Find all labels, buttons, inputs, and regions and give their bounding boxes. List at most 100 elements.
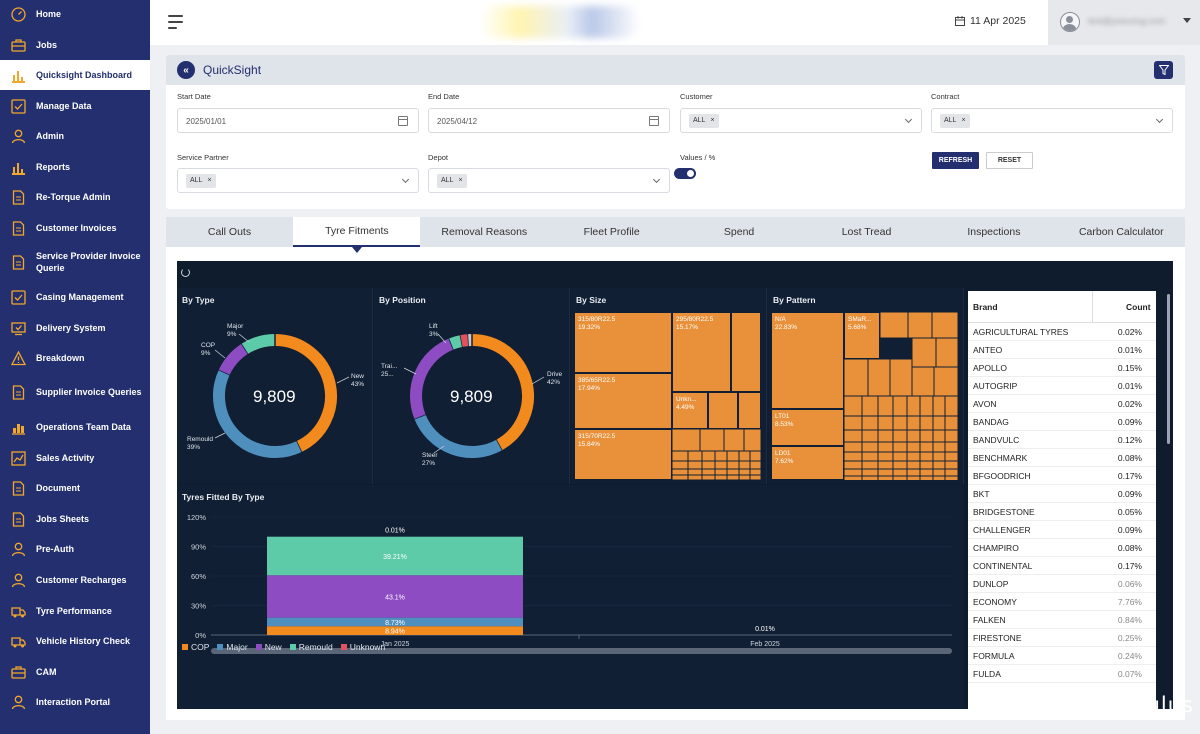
treemap-tile[interactable] (906, 415, 921, 431)
treemap-tile[interactable] (687, 450, 703, 462)
treemap-tile[interactable] (731, 312, 761, 392)
chip-remove-icon[interactable]: × (207, 177, 212, 184)
treemap-tile[interactable] (861, 468, 879, 477)
treemap-tile[interactable] (944, 441, 958, 453)
treemap-tile[interactable] (861, 441, 879, 453)
table-row[interactable]: AUTOGRIP 0.01% (968, 377, 1156, 395)
treemap-tile[interactable] (726, 460, 740, 470)
treemap-tile[interactable] (877, 460, 894, 470)
sidebar-item-customer-invoices[interactable]: Customer Invoices (0, 214, 150, 242)
treemap-tile[interactable] (861, 460, 879, 470)
treemap-tile[interactable] (861, 415, 879, 431)
sidebar-item-customer-recharges[interactable]: Customer Recharges (0, 566, 150, 594)
treemap-tile[interactable] (749, 460, 761, 470)
treemap-tile[interactable] (708, 392, 738, 429)
table-row[interactable]: BENCHMARK 0.08% (968, 449, 1156, 467)
sidebar-item-breakdown[interactable]: Breakdown (0, 344, 150, 372)
table-row[interactable]: FIRESTONE 0.25% (968, 629, 1156, 647)
donut-slice[interactable] (460, 334, 469, 347)
treemap-tile[interactable] (932, 429, 946, 443)
count-column-header[interactable]: Count (1126, 302, 1151, 312)
table-row[interactable]: ANTEO 0.01% (968, 341, 1156, 359)
treemap-tile[interactable] (877, 441, 894, 453)
treemap-tile[interactable] (932, 468, 946, 477)
treemap-tile[interactable] (672, 474, 689, 480)
customer-select[interactable]: ALL × (680, 108, 922, 133)
tab-inspections[interactable]: Inspections (967, 226, 1021, 238)
treemap-tile[interactable] (672, 450, 689, 462)
treemap-tile[interactable] (932, 451, 946, 462)
chevron-down-icon[interactable] (401, 175, 410, 184)
treemap-tile[interactable] (944, 395, 958, 417)
brand-column-header[interactable]: Brand (973, 302, 998, 312)
donut-slice[interactable] (213, 369, 302, 458)
treemap-tile[interactable] (672, 468, 689, 476)
treemap-tile[interactable] (919, 475, 934, 480)
treemap-tile[interactable] (919, 460, 934, 470)
table-row[interactable]: FALKEN 0.84% (968, 611, 1156, 629)
treemap-tile[interactable] (932, 460, 946, 470)
bar-segment-new[interactable] (267, 575, 523, 618)
treemap-tile[interactable] (919, 441, 934, 453)
start-date-field[interactable]: 2025/01/01 (177, 108, 419, 133)
treemap-tile[interactable]: 315/70R22.5 15.84% (574, 429, 672, 480)
treemap-tile[interactable] (906, 429, 921, 443)
treemap-tile[interactable] (879, 312, 909, 339)
tab-lost-tread[interactable]: Lost Tread (841, 226, 892, 238)
treemap-tile[interactable] (906, 460, 921, 470)
treemap-tile[interactable]: Unkn... 4.49% (672, 392, 708, 429)
chevron-down-icon[interactable] (1155, 115, 1164, 124)
treemap-tile[interactable] (877, 468, 894, 477)
treemap-tile[interactable]: N/A 22.83% (771, 312, 844, 409)
treemap-tile[interactable] (726, 450, 740, 462)
treemap-tile[interactable] (844, 460, 863, 470)
treemap-tile[interactable]: 295/80R22.5 15.17% (672, 312, 731, 392)
treemap-tile[interactable] (892, 460, 908, 470)
treemap-tile[interactable] (892, 415, 908, 431)
treemap-tile[interactable] (714, 460, 728, 470)
refresh-button[interactable]: REFRESH (932, 152, 979, 169)
calendar-icon[interactable] (649, 116, 659, 126)
treemap-tile[interactable] (701, 468, 716, 476)
treemap-tile[interactable] (714, 450, 728, 462)
treemap-tile[interactable] (932, 441, 946, 453)
chevron-down-icon[interactable] (652, 175, 661, 184)
tab-fleet-profile[interactable]: Fleet Profile (583, 226, 640, 238)
table-row[interactable]: APOLLO 0.15% (968, 359, 1156, 377)
treemap-tile[interactable] (861, 475, 879, 480)
treemap-tile[interactable] (877, 429, 894, 443)
filter-button[interactable] (1154, 61, 1173, 79)
table-row[interactable]: DUNLOP 0.06% (968, 575, 1156, 593)
table-scrollbar[interactable] (1167, 294, 1170, 444)
donut-slice[interactable] (471, 334, 534, 451)
treemap-tile[interactable] (944, 415, 958, 431)
treemap-tile[interactable] (687, 468, 703, 476)
treemap-tile[interactable] (687, 460, 703, 470)
treemap-tile[interactable] (892, 441, 908, 453)
treemap-tile[interactable] (701, 474, 716, 480)
donut-slice[interactable] (414, 414, 502, 458)
sidebar-item-manage-data[interactable]: Manage Data (0, 92, 150, 120)
bar-segment-major[interactable] (267, 617, 523, 627)
bar-segment-cop[interactable] (267, 626, 523, 635)
treemap-tile[interactable] (931, 312, 958, 339)
service-partner-select[interactable]: ALL × (177, 168, 419, 193)
treemap-tile[interactable] (687, 474, 703, 480)
treemap-tile[interactable] (906, 441, 921, 453)
treemap-tile[interactable] (919, 395, 934, 417)
treemap-tile[interactable] (907, 312, 933, 339)
treemap-tile[interactable] (944, 475, 958, 480)
treemap-tile[interactable] (749, 450, 761, 462)
treemap-tile[interactable] (726, 474, 740, 480)
table-row[interactable]: CHAMPIRO 0.08% (968, 539, 1156, 557)
treemap-tile[interactable] (844, 395, 863, 417)
table-row[interactable]: BRIDGESTONE 0.05% (968, 503, 1156, 521)
treemap-tile[interactable] (892, 475, 908, 480)
donut-slice[interactable] (274, 334, 337, 453)
treemap-tile[interactable] (738, 460, 751, 470)
treemap-tile[interactable] (919, 451, 934, 462)
treemap-tile[interactable] (749, 474, 761, 480)
legend-item[interactable]: Major (217, 642, 248, 652)
treemap-tile[interactable] (906, 395, 921, 417)
treemap-tile[interactable] (892, 451, 908, 462)
